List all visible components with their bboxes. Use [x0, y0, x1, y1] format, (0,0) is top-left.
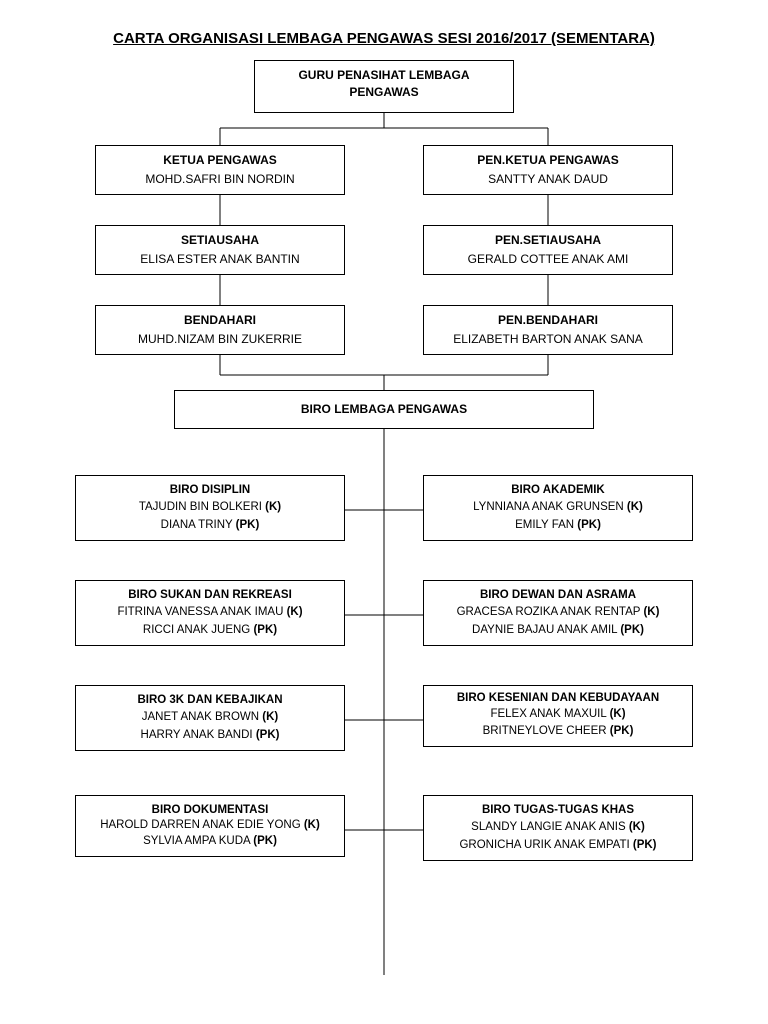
node-pk: SYLVIA AMPA KUDA (PK): [84, 833, 336, 850]
node-pk: HARRY ANAK BANDI (PK): [84, 727, 336, 744]
node-pk: RICCI ANAK JUENG (PK): [84, 622, 336, 639]
node-biro-tugas-khas: BIRO TUGAS-TUGAS KHAS SLANDY LANGIE ANAK…: [423, 795, 693, 861]
node-k: JANET ANAK BROWN (K): [84, 709, 336, 726]
node-title: PEN.KETUA PENGAWAS: [432, 152, 664, 169]
node-name: GERALD COTTEE ANAK AMI: [432, 251, 664, 268]
node-biro-disiplin: BIRO DISIPLIN TAJUDIN BIN BOLKERI (K) DI…: [75, 475, 345, 541]
node-pk: EMILY FAN (PK): [432, 517, 684, 534]
node-title: PEN.SETIAUSAHA: [432, 232, 664, 249]
node-biro-kesenian: BIRO KESENIAN DAN KEBUDAYAAN FELEX ANAK …: [423, 685, 693, 747]
node-biro-akademik: BIRO AKADEMIK LYNNIANA ANAK GRUNSEN (K) …: [423, 475, 693, 541]
node-title: BIRO SUKAN DAN REKREASI: [84, 587, 336, 604]
node-name: ELIZABETH BARTON ANAK SANA: [432, 331, 664, 348]
node-biro-dewan: BIRO DEWAN DAN ASRAMA GRACESA ROZIKA ANA…: [423, 580, 693, 646]
node-title: BIRO 3K DAN KEBAJIKAN: [84, 692, 336, 709]
node-ketua-pengawas: KETUA PENGAWAS MOHD.SAFRI BIN NORDIN: [95, 145, 345, 195]
chart-title: CARTA ORGANISASI LEMBAGA PENGAWAS SESI 2…: [40, 30, 728, 47]
node-title: PEN.BENDAHARI: [432, 312, 664, 329]
node-title: BIRO DISIPLIN: [84, 482, 336, 499]
node-k: HAROLD DARREN ANAK EDIE YONG (K): [84, 819, 336, 833]
node-name: ELISA ESTER ANAK BANTIN: [104, 251, 336, 268]
node-title: BENDAHARI: [104, 312, 336, 329]
node-name: SANTTY ANAK DAUD: [432, 171, 664, 188]
node-biro-header: BIRO LEMBAGA PENGAWAS: [174, 390, 594, 429]
node-title: GURU PENASIHAT LEMBAGA PENGAWAS: [263, 67, 505, 101]
node-k: TAJUDIN BIN BOLKERI (K): [84, 499, 336, 516]
node-k: FITRINA VANESSA ANAK IMAU (K): [84, 604, 336, 621]
node-setiausaha: SETIAUSAHA ELISA ESTER ANAK BANTIN: [95, 225, 345, 275]
node-pen-bendahari: PEN.BENDAHARI ELIZABETH BARTON ANAK SANA: [423, 305, 673, 355]
node-title: KETUA PENGAWAS: [104, 152, 336, 169]
node-k: SLANDY LANGIE ANAK ANIS (K): [432, 819, 684, 836]
node-title: BIRO DOKUMENTASI: [84, 802, 336, 819]
node-biro-sukan: BIRO SUKAN DAN REKREASI FITRINA VANESSA …: [75, 580, 345, 646]
node-pen-setiausaha: PEN.SETIAUSAHA GERALD COTTEE ANAK AMI: [423, 225, 673, 275]
node-guru-penasihat: GURU PENASIHAT LEMBAGA PENGAWAS: [254, 60, 514, 113]
node-name: MUHD.NIZAM BIN ZUKERRIE: [104, 331, 336, 348]
node-biro-dokumentasi: BIRO DOKUMENTASI HAROLD DARREN ANAK EDIE…: [75, 795, 345, 857]
node-pk: GRONICHA URIK ANAK EMPATI (PK): [432, 837, 684, 854]
node-name: MOHD.SAFRI BIN NORDIN: [104, 171, 336, 188]
node-k: FELEX ANAK MAXUIL (K): [432, 706, 684, 723]
node-pk: BRITNEYLOVE CHEER (PK): [432, 723, 684, 740]
node-title: BIRO KESENIAN DAN KEBUDAYAAN: [432, 692, 684, 706]
node-pk: DAYNIE BAJAU ANAK AMIL (PK): [432, 622, 684, 639]
node-title: BIRO TUGAS-TUGAS KHAS: [432, 802, 684, 819]
node-title: BIRO LEMBAGA PENGAWAS: [183, 401, 585, 418]
node-k: GRACESA ROZIKA ANAK RENTAP (K): [432, 604, 684, 621]
node-bendahari: BENDAHARI MUHD.NIZAM BIN ZUKERRIE: [95, 305, 345, 355]
node-title: BIRO AKADEMIK: [432, 482, 684, 499]
node-title: BIRO DEWAN DAN ASRAMA: [432, 587, 684, 604]
node-biro-3k: BIRO 3K DAN KEBAJIKAN JANET ANAK BROWN (…: [75, 685, 345, 751]
node-pk: DIANA TRINY (PK): [84, 517, 336, 534]
node-title: SETIAUSAHA: [104, 232, 336, 249]
node-pen-ketua-pengawas: PEN.KETUA PENGAWAS SANTTY ANAK DAUD: [423, 145, 673, 195]
node-k: LYNNIANA ANAK GRUNSEN (K): [432, 499, 684, 516]
